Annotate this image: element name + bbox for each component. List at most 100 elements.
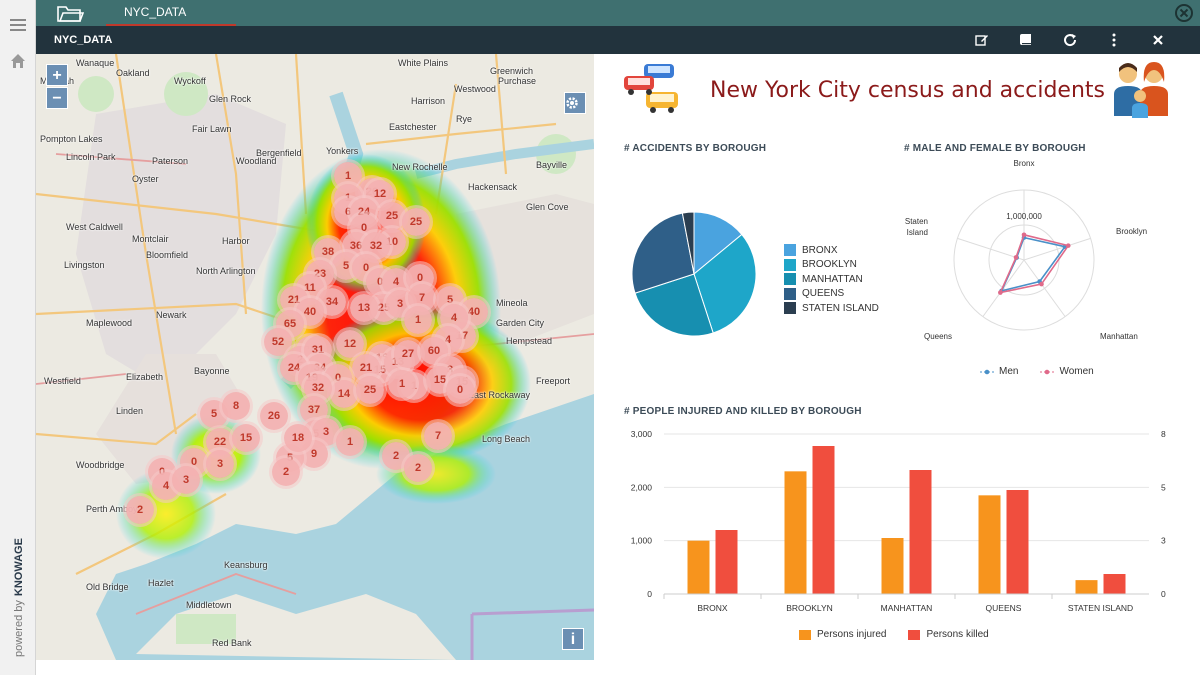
accident-cluster-marker[interactable]: 25: [356, 376, 384, 404]
bars-legend-item[interactable]: Persons killed: [908, 629, 989, 640]
map-place-label: Hempstead: [506, 336, 553, 346]
accidents-heatmap-map[interactable]: Wanaque Oakland Wyckoff White Plains Greenwi…: [36, 54, 594, 660]
edit-icon[interactable]: [974, 32, 990, 48]
tab-bar: NYC_DATA: [36, 0, 1200, 26]
pie-legend-item[interactable]: BRONX: [784, 244, 838, 256]
accident-cluster-marker[interactable]: 1: [404, 306, 432, 334]
zoom-out-button[interactable]: −: [46, 87, 68, 109]
radar-series-women[interactable]: [998, 233, 1070, 294]
accident-cluster-marker[interactable]: 25: [402, 208, 430, 236]
refresh-icon[interactable]: [1062, 32, 1078, 48]
pie-legend-item[interactable]: MANHATTAN: [784, 273, 863, 285]
map-place-label: New Rochelle: [392, 162, 448, 172]
radar-legend-item[interactable]: Men: [980, 366, 1018, 377]
pie-legend-item[interactable]: BROOKLYN: [784, 258, 857, 271]
hamburger-menu-icon[interactable]: [7, 14, 29, 36]
radar-point[interactable]: [1039, 281, 1044, 287]
home-icon[interactable]: [7, 50, 29, 72]
accident-cluster-marker[interactable]: 15: [232, 424, 260, 452]
injured-killed-bar-chart[interactable]: 0 1,000 2,000 3,000 0 3 5 8 BRONX BROOKLYN MANHATT…: [604, 422, 1194, 672]
bar-persons-injured[interactable]: [1075, 580, 1098, 594]
bar-persons-injured[interactable]: [978, 495, 1001, 594]
map-place-label: Keansburg: [224, 560, 268, 570]
pie-slice-bronx[interactable]: [693, 211, 743, 276]
accident-cluster-marker[interactable]: 26: [260, 402, 288, 430]
map-place-label: Eastchester: [389, 122, 437, 132]
map-place-label: Oyster: [132, 174, 159, 184]
radar-point[interactable]: [998, 290, 1003, 295]
layers-settings-icon[interactable]: [564, 92, 586, 114]
map-place-label: Wanaque: [76, 58, 115, 68]
male-female-radar-chart[interactable]: Bronx Brooklyn Manhattan Queens Staten Island…: [894, 154, 1154, 389]
accident-cluster-marker[interactable]: 2: [126, 496, 154, 524]
accident-cluster-marker[interactable]: 3: [206, 450, 234, 478]
accident-cluster-marker[interactable]: 14: [330, 380, 358, 408]
bars-legend-item[interactable]: Persons injured: [799, 629, 886, 640]
legend-label: BRONX: [802, 244, 838, 256]
folder-icon[interactable]: [56, 3, 85, 23]
legend-swatch: [784, 244, 796, 256]
accident-cluster-marker[interactable]: 3: [172, 466, 200, 494]
radar-point[interactable]: [1065, 243, 1071, 248]
accident-cluster-marker[interactable]: 2: [272, 458, 300, 486]
accident-cluster-marker[interactable]: 18: [284, 424, 312, 452]
accident-cluster-marker[interactable]: 1: [388, 370, 416, 398]
bar-persons-injured[interactable]: [687, 540, 710, 594]
pie-legend-item[interactable]: QUEENS: [784, 287, 845, 300]
accident-cluster-marker[interactable]: 0: [446, 376, 474, 404]
map-info-button[interactable]: i: [562, 628, 584, 650]
bars-chart-title: # PEOPLE INJURED AND KILLED BY BOROUGH: [624, 406, 862, 417]
map-place-label: Bloomfield: [146, 250, 189, 260]
radar-axis-line: [1023, 259, 1066, 317]
accident-cluster-marker[interactable]: 8: [222, 392, 250, 420]
pie-slice-manhattan[interactable]: [634, 273, 714, 337]
legend-marker: [1040, 369, 1055, 374]
legend-swatch: [908, 629, 921, 640]
bar-category-label: BRONX: [697, 603, 728, 613]
accident-cluster-marker[interactable]: 1: [336, 428, 364, 456]
bar-y-right-tick: 8: [1161, 429, 1166, 439]
accidents-pie-chart[interactable]: [624, 204, 764, 344]
bar-category-label: MANHATTAN: [881, 603, 933, 613]
powered-by-knowage: powered byKNOWAGE: [4, 509, 32, 659]
accident-cluster-marker[interactable]: 7: [424, 422, 452, 450]
bar-category-label: STATEN ISLAND: [1068, 603, 1133, 613]
bar-persons-killed[interactable]: [1006, 490, 1029, 594]
pie-slice-queens[interactable]: [631, 212, 695, 294]
bar-persons-killed[interactable]: [1103, 574, 1126, 594]
bar-persons-killed[interactable]: [909, 470, 932, 594]
bar-persons-killed[interactable]: [715, 530, 738, 594]
bar-persons-killed[interactable]: [812, 446, 835, 594]
map-place-label: Livingston: [64, 260, 105, 270]
tab-nyc-data[interactable]: NYC_DATA: [106, 0, 236, 26]
accident-cluster-marker[interactable]: 25: [378, 202, 406, 230]
zoom-in-button[interactable]: +: [46, 64, 68, 86]
close-circle-icon[interactable]: [1174, 3, 1194, 23]
close-icon[interactable]: [1150, 32, 1166, 48]
pie-legend-item[interactable]: STATEN ISLAND: [784, 302, 879, 314]
more-vertical-icon[interactable]: [1106, 32, 1122, 48]
dashboard-panel: New York City census and accidents # ACC…: [594, 54, 1200, 675]
map-place-label: Montclair: [132, 234, 169, 244]
radar-legend-item[interactable]: Women: [1040, 366, 1094, 377]
legend-label: QUEENS: [802, 288, 845, 299]
dashboard-headline: New York City census and accidents: [710, 78, 1105, 103]
accident-cluster-marker[interactable]: 12: [336, 330, 364, 358]
bar-persons-injured[interactable]: [881, 538, 904, 594]
bar-persons-injured[interactable]: [784, 471, 807, 594]
bar-y-right-tick: 5: [1161, 482, 1166, 492]
radar-point[interactable]: [1013, 255, 1019, 260]
radar-point[interactable]: [1021, 232, 1027, 238]
accident-cluster-marker[interactable]: 2: [404, 454, 432, 482]
map-place-label: Harrison: [411, 96, 446, 106]
accident-cluster-marker[interactable]: 27: [394, 340, 422, 368]
book-icon[interactable]: [1018, 32, 1034, 48]
map-place-label: Glen Rock: [209, 94, 252, 104]
bar-y-left-tick: 1,000: [631, 536, 653, 546]
pie-slice-staten-island[interactable]: [681, 211, 695, 275]
accident-cluster-marker[interactable]: 13: [350, 294, 378, 322]
map-place-label: Perth Amboy: [86, 504, 138, 514]
map-place-label: Fair Lawn: [192, 124, 232, 134]
map-place-label: Bergenfield: [256, 148, 302, 158]
pie-slice-brooklyn[interactable]: [693, 233, 757, 334]
